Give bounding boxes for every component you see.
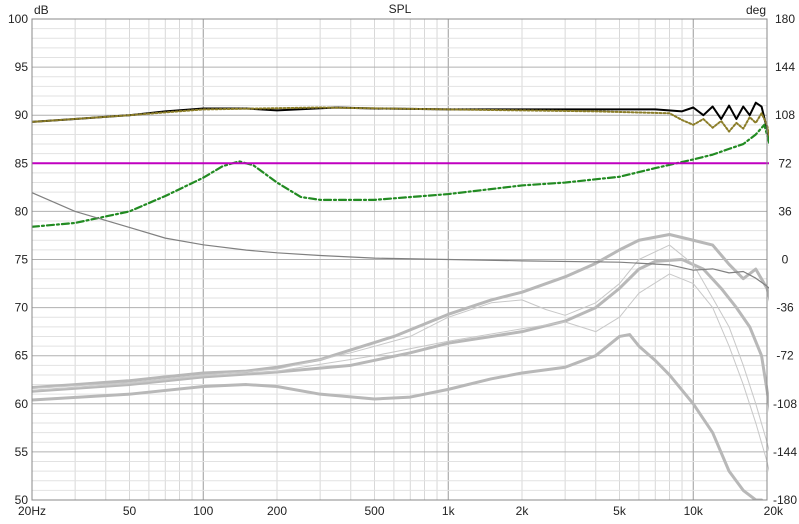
x-tick-label: 10k [684, 504, 704, 518]
y-right-tick-label: -72 [776, 349, 794, 363]
y-right-tick-label: -108 [773, 397, 797, 411]
y-right-tick-label: -144 [773, 445, 797, 459]
y-left-tick-label: 85 [15, 156, 29, 170]
x-tick-label: 200 [267, 504, 287, 518]
y-left-tick-label: 70 [15, 301, 29, 315]
spl-curve [32, 123, 769, 228]
directivity-curve [32, 232, 769, 389]
x-tick-label: 20Hz [18, 504, 46, 518]
spl-curve [32, 106, 769, 140]
y-right-tick-label: 144 [775, 60, 795, 74]
y-left-tick-label: 50 [15, 493, 29, 507]
x-tick-label: 2k [516, 504, 530, 518]
y-left-tick-label: 95 [15, 60, 29, 74]
y-left-tick-label: 55 [15, 445, 29, 459]
x-tick-label: 5k [613, 504, 627, 518]
y-left-tick-label: 60 [15, 397, 29, 411]
directivity-curve [32, 244, 769, 452]
tick-labels: 20Hz 50 100 200 500 1k 2k 5k 10k 20k1009590858075… [8, 12, 797, 518]
x-tick-label: 1k [442, 504, 456, 518]
y-right-tick-label: -180 [773, 493, 797, 507]
chart-title: SPL [389, 2, 412, 16]
y-right-tick-label: 108 [775, 108, 795, 122]
y-right-tick-label: 36 [778, 204, 792, 218]
y-right-tick-label: 72 [778, 156, 792, 170]
x-tick-label: 100 [193, 504, 213, 518]
y-axis-right-label: deg [746, 3, 766, 17]
directivity-curve [32, 273, 769, 473]
y-right-tick-label: -36 [776, 301, 794, 315]
directivity-curve [32, 258, 769, 413]
y-right-tick-label: 0 [782, 253, 789, 267]
y-left-tick-label: 80 [15, 204, 29, 218]
y-right-tick-label: 180 [775, 12, 795, 26]
directivity-curve [32, 333, 764, 500]
y-left-tick-label: 100 [8, 12, 28, 26]
plot-frame [31, 18, 768, 501]
phase-curve [32, 192, 769, 289]
y-axis-left-label: dB [34, 3, 49, 17]
grid [31, 18, 768, 501]
x-tick-label: 20k [764, 504, 784, 518]
x-tick-label: 50 [123, 504, 137, 518]
series-group [32, 101, 769, 500]
x-tick-label: 500 [364, 504, 384, 518]
y-left-tick-label: 75 [15, 253, 29, 267]
y-left-tick-label: 90 [15, 108, 29, 122]
y-left-tick-label: 65 [15, 349, 29, 363]
